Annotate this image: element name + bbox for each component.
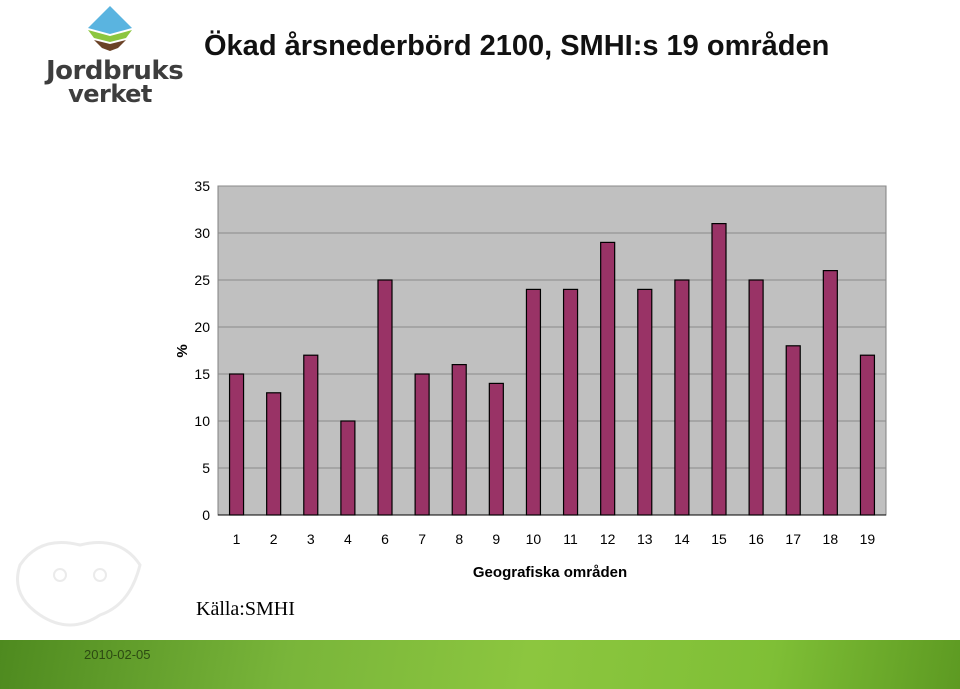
- y-tick-label: 20: [194, 319, 210, 335]
- x-tick-label: 7: [418, 531, 426, 547]
- x-tick-label: 11: [563, 531, 578, 547]
- bar-10: [525, 288, 542, 516]
- y-tick-label: 25: [194, 272, 210, 288]
- y-tick-label: 15: [194, 366, 210, 382]
- y-tick-label: 30: [194, 225, 210, 241]
- bar-14: [674, 279, 690, 516]
- source-note: Källa:SMHI: [196, 598, 295, 620]
- logo-text-line2: verket: [68, 80, 152, 108]
- bar-12: [600, 241, 616, 516]
- x-tick-label: 8: [455, 531, 463, 547]
- footer-date: 2010-02-05: [84, 647, 151, 662]
- footer-bar: [0, 640, 960, 689]
- bar-1: [228, 373, 245, 516]
- logo-text-line1: Jordbruks: [46, 56, 184, 86]
- page-title: Ökad årsnederbörd 2100, SMHI:s 19 område…: [204, 30, 830, 62]
- x-tick-label: 2: [270, 531, 278, 547]
- plot-area: [217, 185, 887, 516]
- bar-3: [303, 354, 319, 516]
- x-tick-label: 4: [344, 531, 352, 547]
- bar-6: [377, 279, 393, 516]
- x-tick-label: 13: [637, 531, 653, 547]
- x-tick-label: 15: [711, 531, 727, 547]
- bar-8: [451, 364, 467, 516]
- bars-group: [218, 223, 886, 516]
- x-tick-label: 10: [526, 531, 542, 547]
- x-tick-label: 19: [860, 531, 876, 547]
- x-tick-label: 9: [492, 531, 500, 547]
- x-tick-label: 1: [233, 531, 241, 547]
- bar-13: [637, 288, 653, 516]
- jordbruksverket-logo: Jordbruks verket: [46, 4, 184, 108]
- x-tick-label: 14: [674, 531, 690, 547]
- x-tick-label: 17: [785, 531, 801, 547]
- bar-7: [414, 373, 430, 516]
- gridlines: [218, 185, 886, 469]
- x-axis-label: Geografiska områden: [473, 564, 627, 581]
- x-tick-label: 3: [307, 531, 315, 547]
- cow-watermark-icon: [16, 541, 142, 627]
- y-tick-label: 35: [194, 178, 210, 194]
- bar-18: [822, 270, 838, 516]
- bar-11: [562, 288, 579, 516]
- logo-emblem-icon: [88, 6, 132, 51]
- y-axis-label: %: [174, 344, 191, 357]
- bar-19: [859, 354, 876, 516]
- x-axis-ticks: 1 2 3 4 6 7 8 9 10 11 12 13 14 15 16 17 18 19: [233, 531, 876, 547]
- y-tick-label: 10: [194, 413, 210, 429]
- x-tick-label: 16: [748, 531, 764, 547]
- x-tick-label: 18: [823, 531, 839, 547]
- bar-9: [488, 382, 504, 516]
- bar-15: [711, 223, 727, 516]
- bar-2: [266, 392, 282, 516]
- bar-4: [340, 420, 356, 516]
- y-axis-ticks: 0 5 10 15 20 25 30 35: [194, 178, 210, 523]
- x-tick-label: 6: [381, 531, 389, 547]
- x-tick-label: 12: [600, 531, 616, 547]
- y-tick-label: 0: [202, 507, 210, 523]
- y-tick-label: 5: [202, 460, 210, 476]
- bar-16: [748, 279, 764, 516]
- bar-17: [785, 345, 801, 516]
